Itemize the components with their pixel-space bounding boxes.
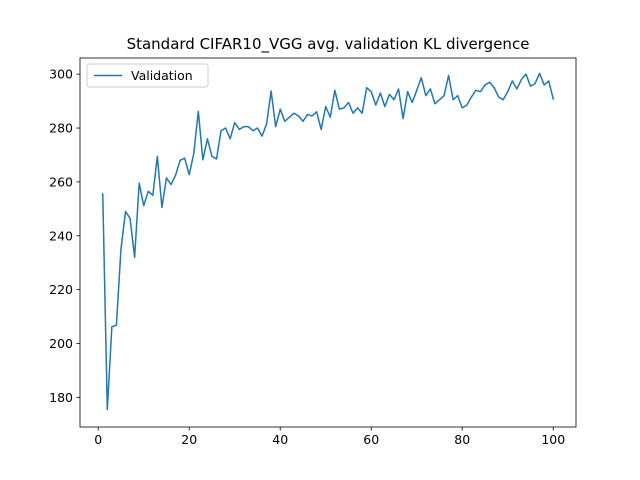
legend-label: Validation <box>131 68 193 83</box>
x-tick-label: 60 <box>363 432 379 447</box>
y-tick-label: 260 <box>49 174 73 189</box>
axes: 0 20 40 60 80 100 180 200 220 240 260 280 300 <box>49 57 577 447</box>
axes-frame <box>79 57 577 428</box>
series-line-validation <box>101 72 555 411</box>
legend-box <box>86 63 209 88</box>
y-tick-label: 240 <box>49 228 73 243</box>
y-tick-label: 280 <box>49 121 73 136</box>
chart-title: Standard CIFAR10_VGG avg. validation KL … <box>127 35 530 54</box>
x-tick-label: 40 <box>272 432 288 447</box>
legend: Validation <box>86 63 209 88</box>
x-tick-label: 80 <box>454 432 470 447</box>
y-tick-label: 220 <box>49 282 73 297</box>
plot-area <box>101 72 555 411</box>
x-tick-label: 0 <box>94 432 102 447</box>
x-tick-label: 20 <box>181 432 197 447</box>
y-tick-label: 180 <box>49 390 73 405</box>
y-tick-label: 200 <box>49 336 73 351</box>
y-tick-label: 300 <box>49 67 73 82</box>
x-tick-label: 100 <box>541 432 565 447</box>
